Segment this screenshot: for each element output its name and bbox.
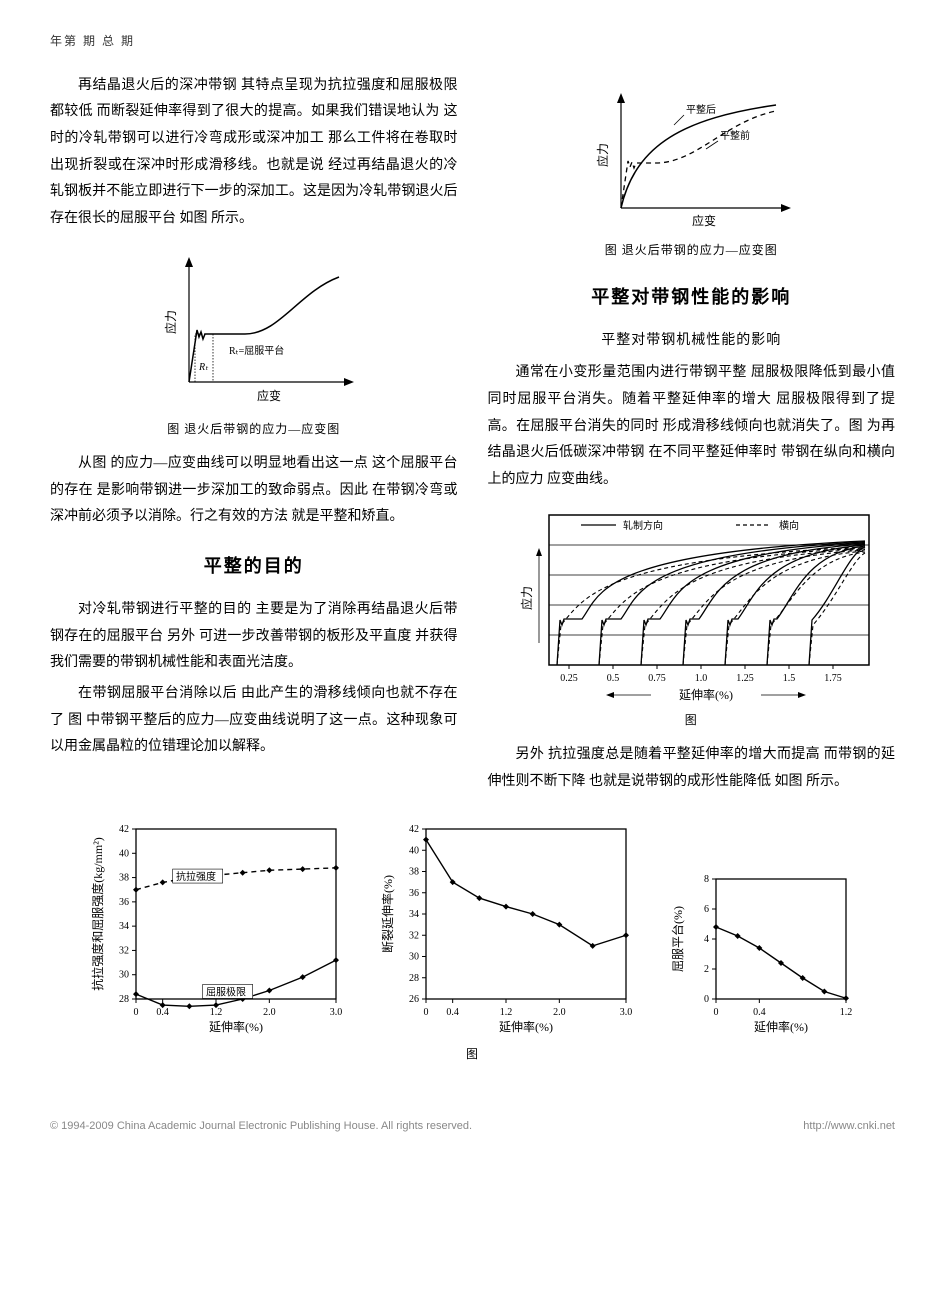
svg-text:28: 28 [409,973,419,984]
svg-text:6: 6 [704,904,709,915]
para-6: 另外 抗拉强度总是随着平整延伸率的增大而提高 而带钢的延伸性则不断下降 也就是说… [488,742,896,795]
fig2-before-label: 平整前 [720,129,750,142]
fig3-legend-trans: 横向 [779,519,799,532]
fig2-xlabel: 应变 [692,213,716,228]
fig1-ylabel: 应力 [163,310,178,334]
svg-text:0: 0 [133,1007,138,1018]
figure-3: 轧制方向 横向 应力 0.250.50.751.01.251.51 [488,503,896,703]
bottom-caption: 图 [50,1043,895,1066]
svg-text:28: 28 [119,994,129,1005]
svg-text:0.5: 0.5 [607,673,620,684]
right-column: 平整后 平整前 应力 应变 图 退火后带钢的应力—应变图 平整对带钢性能的影响 … [488,73,896,800]
fig1-xlabel: 应变 [257,388,281,403]
fig3-legend-roll: 轧制方向 [623,519,663,532]
fig2-ylabel: 应力 [595,143,610,167]
svg-text:抗拉强度: 抗拉强度 [176,870,216,883]
svg-text:屈服平台(%): 屈服平台(%) [670,906,685,972]
svg-text:38: 38 [119,873,129,884]
footer-copyright: © 1994-2009 China Academic Journal Elect… [50,1116,472,1137]
svg-text:30: 30 [409,952,419,963]
para-3: 对冷轧带钢进行平整的目的 主要是为了消除再结晶退火后带钢存在的屈服平台 另外 可… [50,597,458,677]
svg-text:抗拉强度和屈服强度(kg/mm²): 抗拉强度和屈服强度(kg/mm²) [90,838,105,992]
svg-text:延伸率(%): 延伸率(%) [209,1019,263,1034]
svg-text:32: 32 [409,931,419,942]
svg-text:0.4: 0.4 [446,1007,459,1018]
chart-yield-plateau: 0 2 4 6 8 0 0.4 1.2 屈服平台(%) 延伸率(%) [668,867,858,1037]
svg-text:1.2: 1.2 [209,1007,222,1018]
figure-3-caption: 图 [488,709,896,732]
svg-text:0.4: 0.4 [156,1007,169,1018]
svg-text:40: 40 [409,846,419,857]
svg-text:0: 0 [704,994,709,1005]
svg-text:30: 30 [119,970,129,981]
svg-text:0.4: 0.4 [753,1007,766,1018]
footer-url: http://www.cnki.net [803,1116,895,1137]
para-1: 再结晶退火后的深冲带钢 其特点呈现为抗拉强度和屈服极限都较低 而断裂延伸率得到了… [50,73,458,233]
fig1-rt: Rₜ [198,362,209,373]
svg-text:0: 0 [423,1007,428,1018]
svg-text:1.25: 1.25 [737,673,755,684]
svg-text:42: 42 [409,824,419,835]
svg-text:1.5: 1.5 [783,673,796,684]
section-1-title: 平整的目的 [50,549,458,583]
chart-elongation: 26 28 30 32 34 36 38 40 42 0 0.4 1.2 2.0 3.0 断裂延伸率(%) 延… [378,817,638,1037]
bottom-charts-row: 283032343638404200.41.22.03.0抗拉强度和屈服强度(k… [50,817,895,1037]
svg-text:1.2: 1.2 [839,1007,852,1018]
svg-text:1.75: 1.75 [825,673,843,684]
page-header: 年第 期 总 期 [50,30,895,53]
para-2: 从图 的应力—应变曲线可以明显地看出这一点 这个屈服平台的存在 是影响带钢进一步… [50,451,458,531]
para-5: 通常在小变形量范围内进行带钢平整 屈服极限降低到最小值 同时屈服平台消失。随着平… [488,360,896,493]
svg-text:屈服极限: 屈服极限 [206,986,246,999]
svg-text:8: 8 [704,874,709,885]
svg-text:36: 36 [409,888,419,899]
svg-text:26: 26 [409,994,419,1005]
svg-text:3.0: 3.0 [329,1007,342,1018]
svg-text:38: 38 [409,867,419,878]
svg-text:2.0: 2.0 [263,1007,276,1018]
para-4: 在带钢屈服平台消除以后 由此产生的滑移线倾向也就不存在了 图 中带钢平整后的应力… [50,681,458,761]
left-column: 再结晶退火后的深冲带钢 其特点呈现为抗拉强度和屈服极限都较低 而断裂延伸率得到了… [50,73,458,800]
fig3-ylabel: 应力 [519,586,534,610]
svg-text:3.0: 3.0 [619,1007,632,1018]
svg-text:42: 42 [119,824,129,835]
svg-text:2.0: 2.0 [553,1007,566,1018]
two-column-layout: 再结晶退火后的深冲带钢 其特点呈现为抗拉强度和屈服极限都较低 而断裂延伸率得到了… [50,73,895,800]
fig3-xlabel: 延伸率(%) [679,687,733,702]
page-footer: © 1994-2009 China Academic Journal Elect… [50,1116,895,1137]
svg-text:32: 32 [119,946,129,957]
svg-text:34: 34 [409,909,419,920]
fig2-after-label: 平整后 [686,103,716,116]
svg-text:1.0: 1.0 [695,673,708,684]
svg-text:延伸率(%): 延伸率(%) [499,1019,553,1034]
svg-text:延伸率(%): 延伸率(%) [754,1019,808,1034]
figure-1-caption: 图 退火后带钢的应力—应变图 [50,418,458,441]
svg-text:0.75: 0.75 [649,673,667,684]
svg-text:2: 2 [704,964,709,975]
figure-2-caption: 图 退火后带钢的应力—应变图 [488,239,896,262]
svg-text:34: 34 [119,921,129,932]
svg-text:36: 36 [119,897,129,908]
chart-tensile-yield: 28 30 32 34 36 38 40 42 0 0.4 1.2 2.0 3.0 抗拉强度和屈服强度(k… [88,817,348,1037]
svg-text:断裂延伸率(%): 断裂延伸率(%) [380,875,395,953]
svg-text:0: 0 [713,1007,718,1018]
subsection-2-title: 平整对带钢机械性能的影响 [488,328,896,355]
svg-text:4: 4 [704,934,709,945]
figure-2: 平整后 平整前 应力 应变 [488,83,896,233]
figure-1: Rₜ Rₜ=屈服平台 应力 应变 [50,242,458,412]
section-2-title: 平整对带钢性能的影响 [488,280,896,314]
svg-text:0.25: 0.25 [561,673,579,684]
fig1-rt-label: Rₜ=屈服平台 [229,344,284,357]
svg-text:40: 40 [119,849,129,860]
svg-text:1.2: 1.2 [499,1007,512,1018]
